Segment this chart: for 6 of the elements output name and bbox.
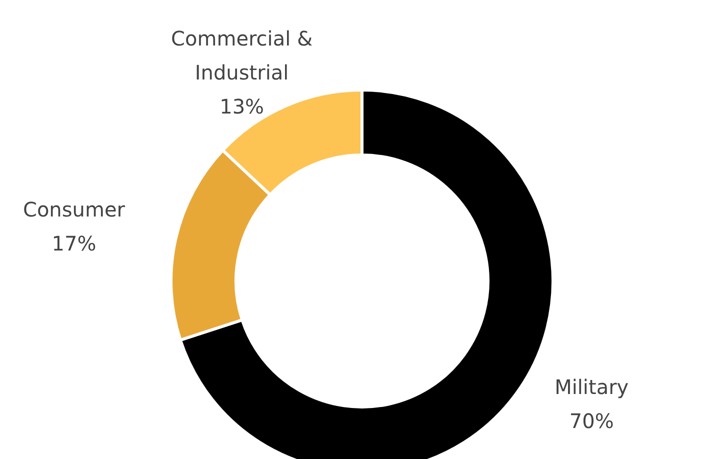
data-label: 17% — [52, 231, 96, 256]
slice-label: Consumer — [22, 197, 126, 222]
data-label: 70% — [569, 408, 614, 433]
slice-label: Military — [554, 374, 629, 399]
data-label: 13% — [220, 94, 264, 119]
slice-label: Commercial & Industrial — [171, 26, 313, 85]
